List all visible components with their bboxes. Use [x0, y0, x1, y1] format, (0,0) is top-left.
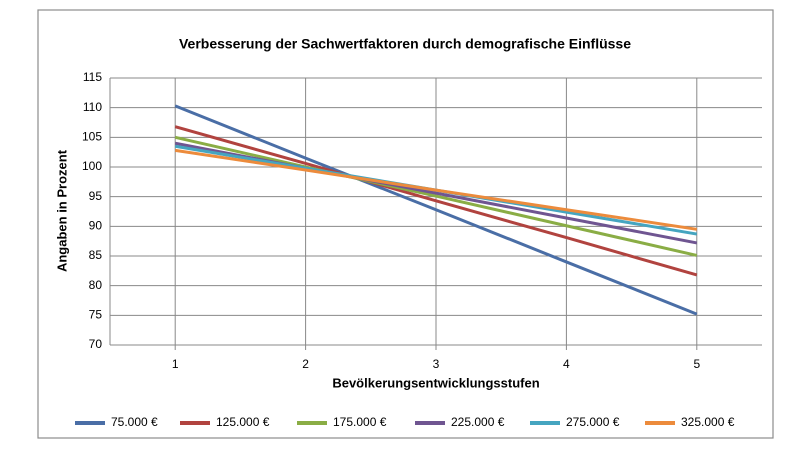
legend-label: 275.000 € — [566, 415, 620, 429]
legend-label: 125.000 € — [216, 415, 270, 429]
y-tick-label: 95 — [89, 189, 103, 203]
y-tick-label: 105 — [82, 130, 102, 144]
y-tick-label: 100 — [82, 159, 102, 173]
legend-label: 75.000 € — [111, 415, 158, 429]
y-tick-label: 80 — [89, 278, 103, 292]
x-tick-label: 4 — [563, 357, 570, 371]
y-tick-label: 85 — [89, 248, 103, 262]
y-tick-label: 90 — [89, 219, 103, 233]
series-line — [174, 104, 698, 316]
legend-label: 325.000 € — [681, 415, 735, 429]
series-line — [174, 148, 698, 231]
series-line — [174, 135, 698, 257]
y-tick-label: 115 — [83, 70, 102, 84]
y-tick-label: 70 — [89, 337, 103, 351]
legend-label: 175.000 € — [333, 415, 387, 429]
chart-frame — [37, 9, 774, 439]
x-tick-label: 2 — [302, 357, 309, 371]
y-axis-label: Angaben in Prozent — [54, 149, 69, 272]
chart-title: Verbesserung der Sachwertfaktoren durch … — [179, 36, 631, 52]
legend-label: 225.000 € — [451, 415, 505, 429]
y-tick-label: 75 — [89, 308, 103, 322]
x-tick-label: 3 — [433, 357, 440, 371]
x-tick-label: 1 — [172, 357, 179, 371]
x-tick-label: 5 — [693, 357, 700, 371]
series-line — [174, 125, 698, 277]
x-axis-label: Bevölkerungsentwicklungsstufen — [332, 375, 539, 390]
y-tick-label: 110 — [83, 100, 102, 114]
